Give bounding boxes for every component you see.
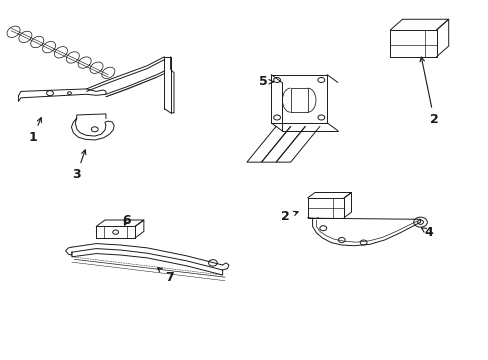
Text: 2: 2 [419, 57, 438, 126]
Text: 3: 3 [72, 150, 86, 181]
Text: 5: 5 [258, 75, 273, 88]
Text: 6: 6 [122, 213, 131, 226]
Text: 2: 2 [281, 210, 298, 223]
Text: 7: 7 [157, 267, 173, 284]
Text: 1: 1 [29, 118, 41, 144]
Text: 4: 4 [421, 226, 433, 239]
